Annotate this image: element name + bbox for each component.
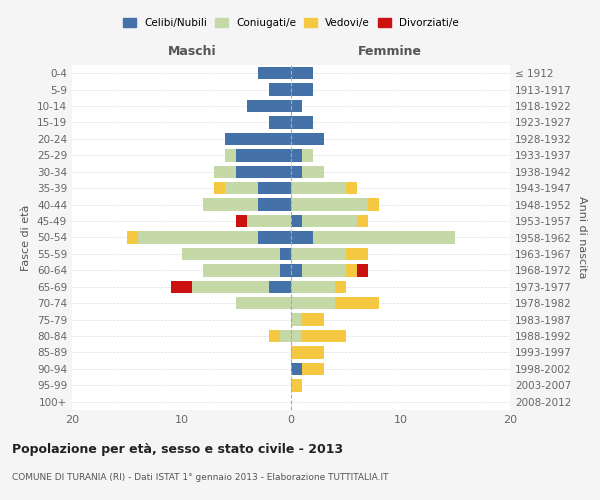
Bar (236, 215, 247, 227)
Bar (368, 198, 379, 211)
Bar (346, 182, 356, 194)
Bar (269, 84, 291, 96)
Text: COMUNE DI TURANIA (RI) - Dati ISTAT 1° gennaio 2013 - Elaborazione TUTTITALIA.IT: COMUNE DI TURANIA (RI) - Dati ISTAT 1° g… (12, 472, 389, 482)
Bar (247, 215, 291, 227)
Bar (214, 182, 226, 194)
Bar (302, 363, 324, 375)
Bar (127, 232, 138, 243)
Bar (291, 133, 324, 145)
Bar (269, 330, 280, 342)
Bar (226, 133, 291, 145)
Bar (291, 297, 335, 310)
Bar (356, 215, 368, 227)
Bar (226, 182, 258, 194)
Bar (291, 280, 335, 293)
Bar (193, 280, 269, 293)
Bar (258, 182, 291, 194)
Bar (291, 67, 313, 80)
Bar (346, 248, 368, 260)
Bar (291, 84, 313, 96)
Text: Femmine: Femmine (358, 45, 422, 58)
Bar (302, 314, 324, 326)
Bar (291, 215, 302, 227)
Bar (335, 280, 346, 293)
Bar (291, 166, 302, 178)
Bar (182, 248, 280, 260)
Bar (356, 264, 368, 276)
Bar (291, 379, 302, 392)
Text: Maschi: Maschi (168, 45, 217, 58)
Bar (269, 280, 291, 293)
Text: Popolazione per età, sesso e stato civile - 2013: Popolazione per età, sesso e stato civil… (12, 442, 343, 456)
Bar (313, 232, 455, 243)
Y-axis label: Anni di nascita: Anni di nascita (577, 196, 587, 279)
Bar (280, 264, 291, 276)
Bar (258, 198, 291, 211)
Bar (291, 182, 346, 194)
Bar (291, 330, 302, 342)
Bar (302, 264, 346, 276)
Bar (226, 149, 236, 162)
Bar (291, 314, 302, 326)
Bar (291, 149, 302, 162)
Legend: Celibi/Nubili, Coniugati/e, Vedovi/e, Divorziati/e: Celibi/Nubili, Coniugati/e, Vedovi/e, Di… (120, 15, 462, 32)
Y-axis label: Fasce di età: Fasce di età (22, 204, 31, 270)
Bar (291, 264, 302, 276)
Bar (302, 215, 356, 227)
Bar (203, 198, 258, 211)
Bar (236, 297, 291, 310)
Bar (291, 363, 302, 375)
Bar (236, 166, 291, 178)
Bar (269, 116, 291, 128)
Bar (302, 166, 324, 178)
Bar (236, 149, 291, 162)
Bar (170, 280, 193, 293)
Bar (247, 100, 291, 112)
Bar (291, 100, 302, 112)
Bar (302, 330, 346, 342)
Bar (214, 166, 236, 178)
Bar (291, 116, 313, 128)
Bar (291, 248, 346, 260)
Bar (258, 232, 291, 243)
Bar (302, 149, 313, 162)
Bar (203, 264, 280, 276)
Bar (280, 330, 291, 342)
Bar (291, 346, 324, 358)
Bar (280, 248, 291, 260)
Bar (291, 232, 313, 243)
Bar (291, 198, 368, 211)
Bar (258, 67, 291, 80)
Bar (346, 264, 356, 276)
Bar (335, 297, 379, 310)
Bar (137, 232, 258, 243)
